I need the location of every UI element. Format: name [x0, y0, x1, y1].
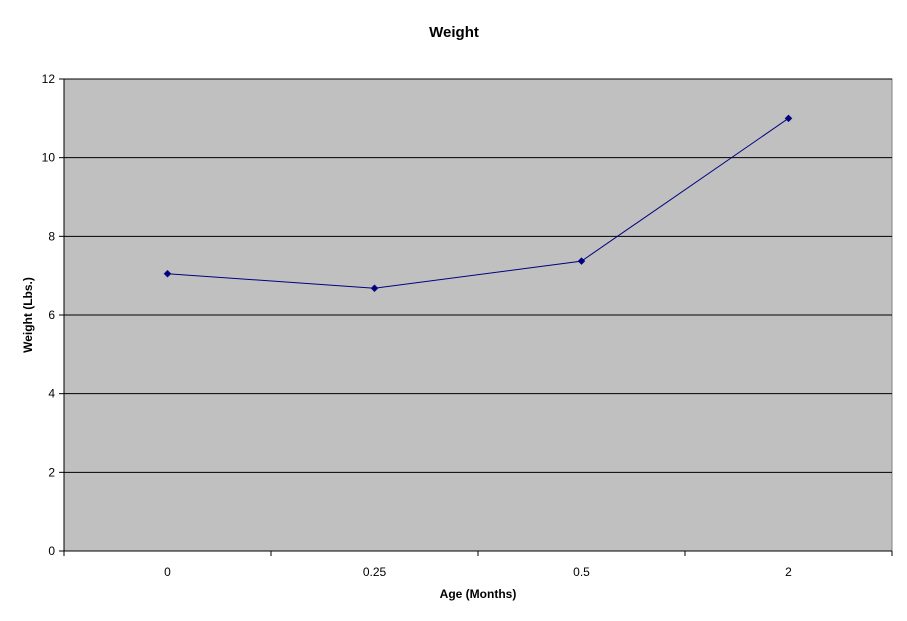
x-axis-title: Age (Months) — [440, 587, 517, 601]
y-tick-label: 12 — [42, 72, 56, 86]
x-tick-label: 0.5 — [573, 565, 590, 579]
data-point-2 — [784, 114, 793, 123]
tick-labels: 0 2 4 6 8 10 12 0 0.25 0.5 2 — [42, 72, 793, 579]
data-point-0.5 — [577, 257, 586, 265]
x-tick-label: 0 — [164, 565, 171, 579]
series-line — [167, 117, 789, 289]
series-layer — [163, 114, 793, 293]
y-tick-label: 0 — [48, 544, 55, 558]
x-tick-label: 0.25 — [363, 565, 387, 579]
y-tick-label: 4 — [48, 387, 55, 401]
y-tick-label: 2 — [48, 465, 55, 479]
y-axis-title: Weight (Lbs.) — [21, 277, 35, 353]
gridlines — [64, 78, 892, 473]
data-point-0.25 — [370, 284, 379, 293]
y-tick-label: 6 — [48, 308, 55, 322]
data-point-0 — [163, 269, 172, 278]
chart-title: Weight — [429, 24, 479, 41]
x-tick-label: 2 — [785, 565, 792, 579]
axes — [59, 78, 893, 556]
y-tick-label: 10 — [42, 151, 56, 165]
y-tick-label: 8 — [48, 229, 55, 243]
